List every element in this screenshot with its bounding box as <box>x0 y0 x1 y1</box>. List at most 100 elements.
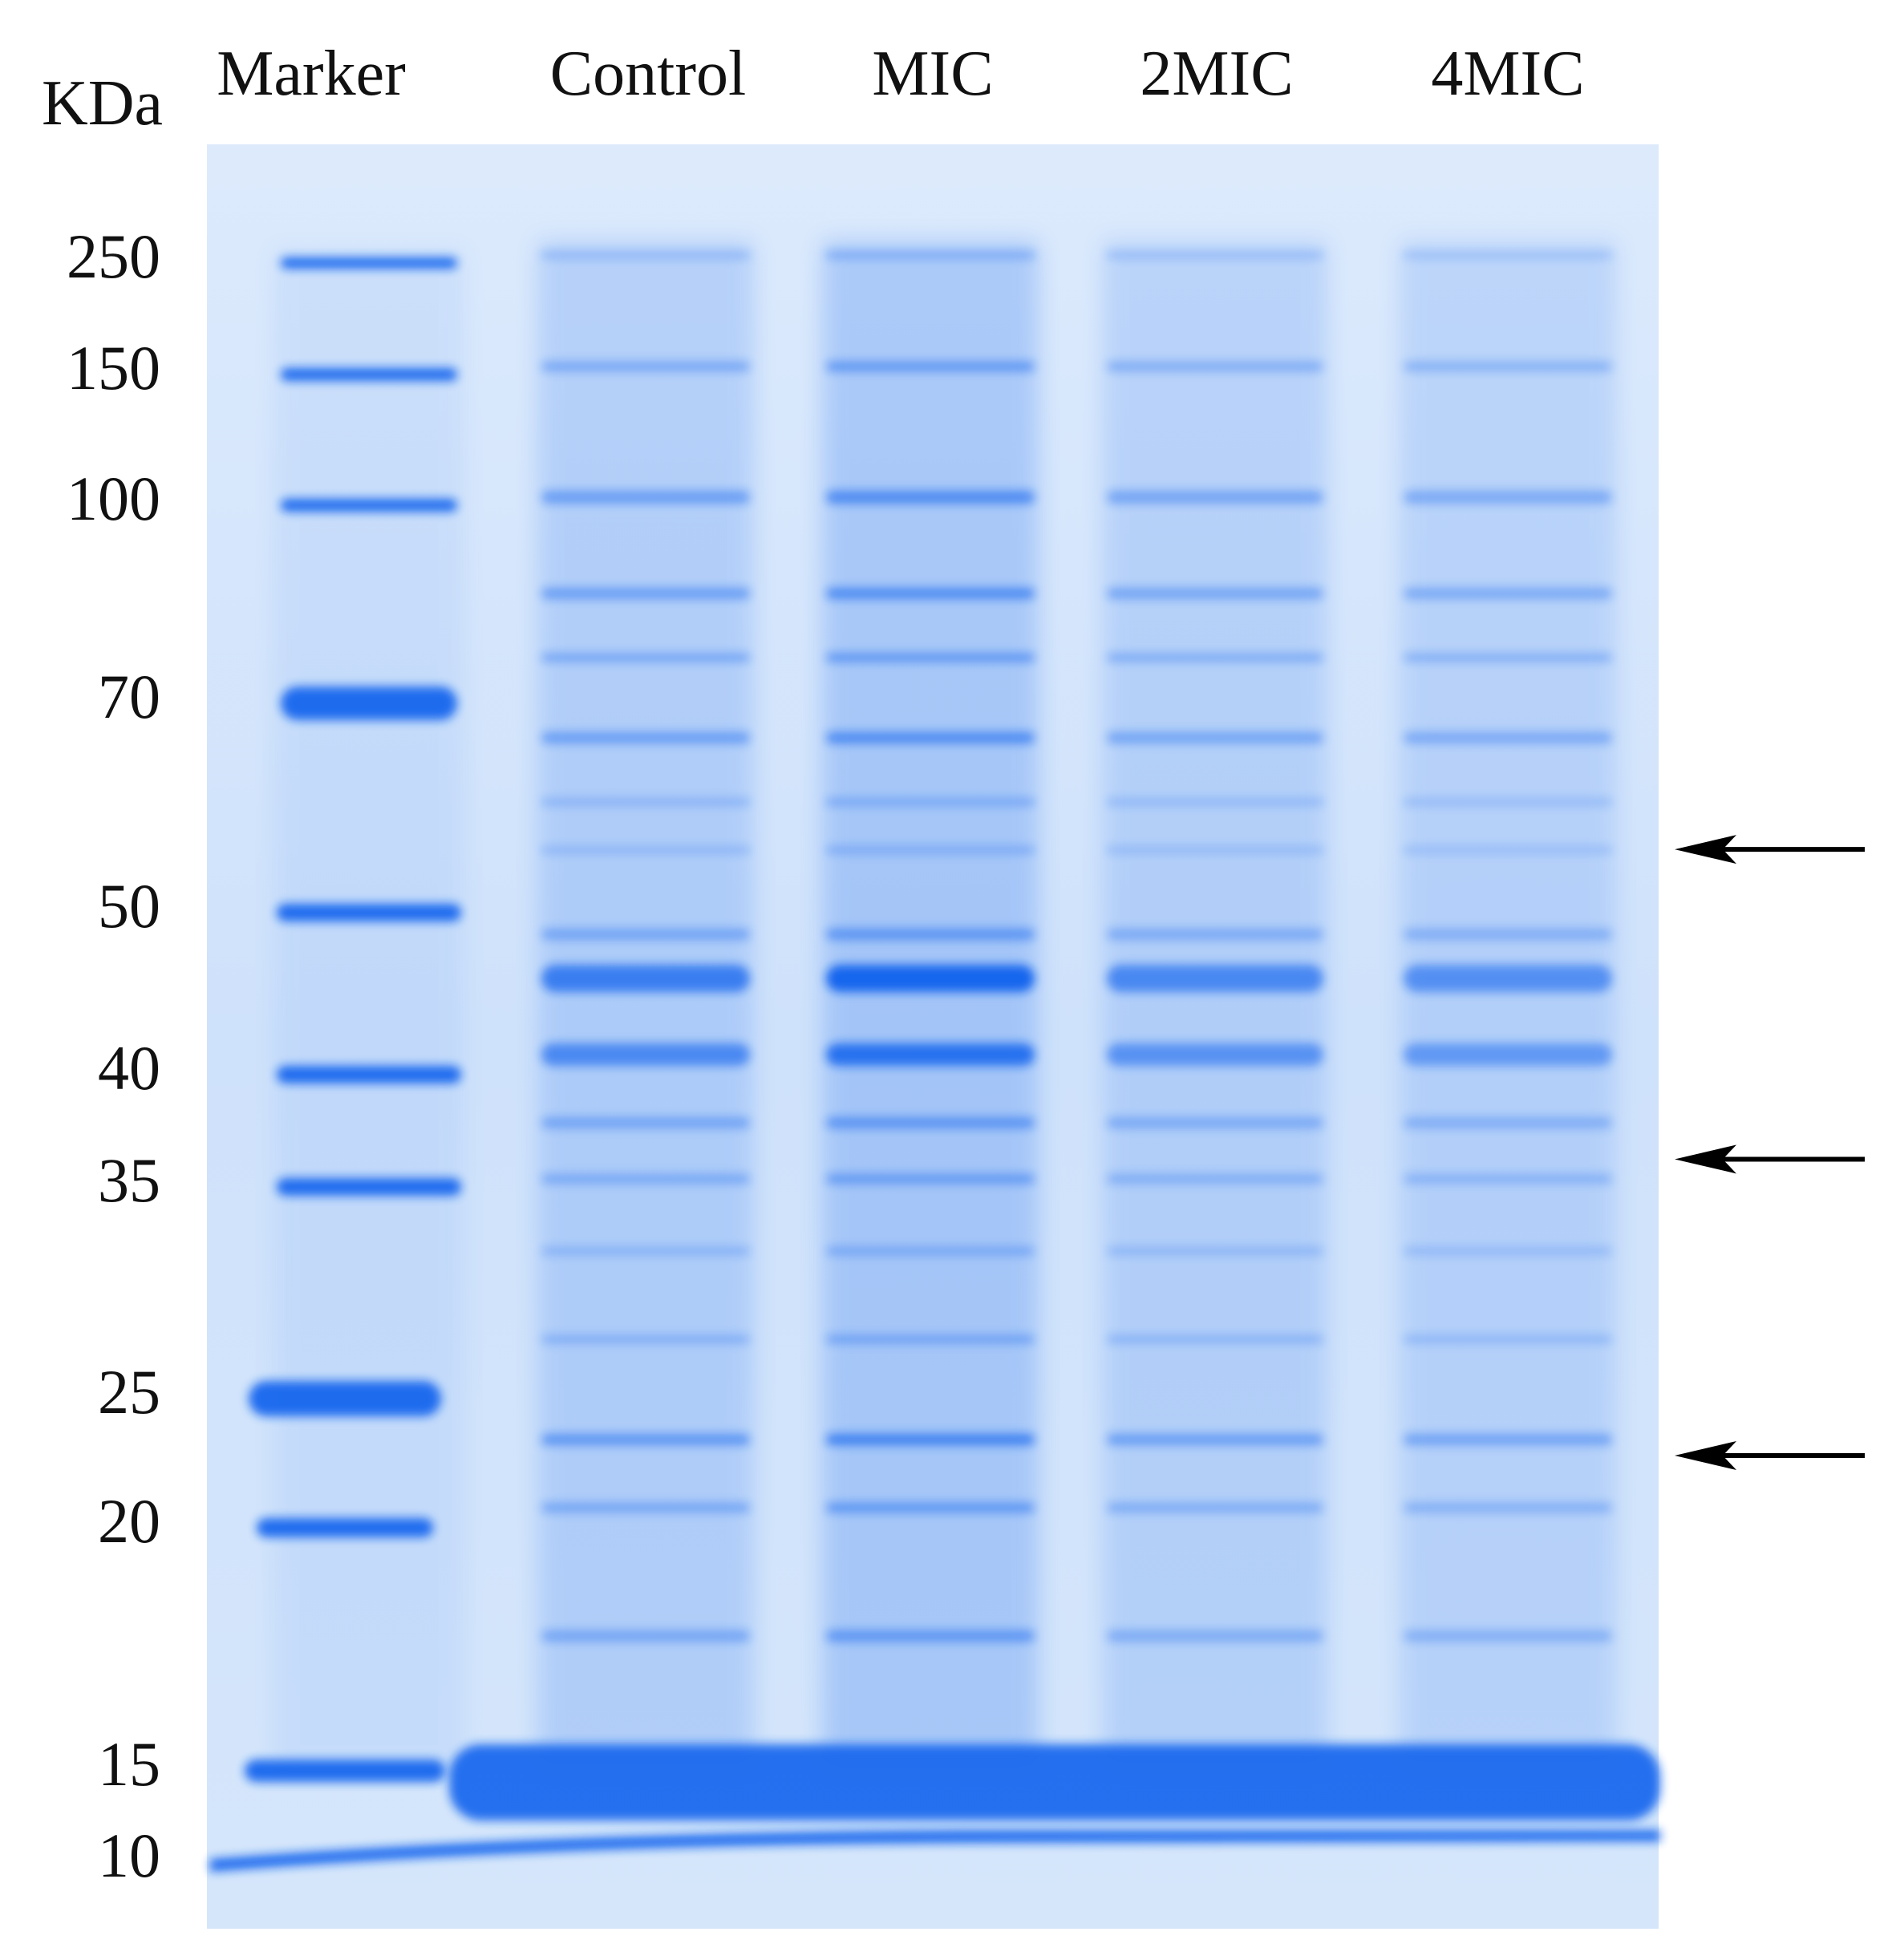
lane-label-mic: MIC <box>872 38 993 109</box>
marker-band <box>281 257 457 269</box>
marker-size-label: 70 <box>98 662 160 731</box>
sample-band <box>1404 654 1612 662</box>
sample-band <box>541 654 750 662</box>
sample-band <box>541 799 750 805</box>
marker-size-labels: 250 150 100 70 50 40 35 25 20 15 10 <box>67 221 160 1890</box>
sample-band <box>541 1434 750 1445</box>
marker-size-label: 35 <box>98 1145 160 1215</box>
marker-band <box>257 1518 433 1537</box>
arrow-icon <box>1675 835 1865 865</box>
lane-label-2mic: 2MIC <box>1140 38 1293 109</box>
sample-band <box>1404 799 1612 805</box>
sample-band <box>826 362 1035 371</box>
sample-band <box>1404 1503 1612 1513</box>
sample-band <box>1107 1434 1323 1445</box>
lane-label-marker: Marker <box>217 38 405 109</box>
sample-band <box>1107 1117 1323 1128</box>
lane-headers: Marker Control MIC 2MIC 4MIC <box>217 38 1584 109</box>
sample-band <box>826 732 1035 743</box>
marker-band <box>245 1760 445 1782</box>
sample-band <box>1404 847 1612 853</box>
marker-size-label: 50 <box>98 871 160 941</box>
sample-band <box>826 654 1035 662</box>
sample-band <box>1107 1043 1323 1066</box>
marker-band <box>277 1066 461 1083</box>
lane-label-control: Control <box>550 38 746 109</box>
low-mw-band <box>449 1744 1660 1820</box>
marker-size-label: 250 <box>67 221 160 291</box>
sample-band <box>1404 1043 1612 1066</box>
sample-band <box>1404 1630 1612 1642</box>
marker-band <box>281 368 457 381</box>
lane-smear <box>822 241 1039 1764</box>
sample-band <box>1404 929 1612 940</box>
sample-band <box>826 1043 1035 1066</box>
marker-band <box>281 499 457 512</box>
dye-front <box>210 1830 1660 1872</box>
sample-band <box>826 491 1035 504</box>
sample-band <box>1107 1630 1323 1642</box>
unit-label: KDa <box>42 68 163 139</box>
sample-band <box>541 1174 750 1184</box>
sample-band <box>541 1117 750 1128</box>
sample-band <box>541 1503 750 1513</box>
sample-band <box>1404 732 1612 743</box>
sample-band <box>1404 1335 1612 1343</box>
sample-band <box>1107 965 1323 992</box>
sample-band <box>1404 1117 1612 1128</box>
sample-band <box>826 929 1035 940</box>
sample-band <box>826 588 1035 599</box>
marker-band <box>277 904 461 921</box>
sample-band <box>1404 588 1612 599</box>
sample-band <box>1107 252 1323 258</box>
sample-band <box>1107 929 1323 940</box>
lane-smear <box>537 241 754 1764</box>
marker-size-label: 40 <box>98 1033 160 1103</box>
sample-band <box>826 1434 1035 1445</box>
sample-band <box>541 847 750 853</box>
marker-band <box>281 686 457 720</box>
sample-band <box>541 1335 750 1343</box>
marker-band <box>249 1381 441 1416</box>
band-arrows <box>1675 835 1865 1471</box>
sample-band <box>1404 491 1612 504</box>
lane-smear <box>1400 241 1616 1764</box>
marker-size-label: 25 <box>98 1357 160 1427</box>
sample-band <box>541 588 750 599</box>
sample-band <box>1404 1174 1612 1184</box>
lane-bands <box>245 252 1612 1782</box>
marker-size-label: 15 <box>98 1729 160 1799</box>
sample-band <box>826 965 1035 992</box>
marker-size-label: 20 <box>98 1486 160 1556</box>
sample-band <box>1107 847 1323 853</box>
sample-band <box>541 491 750 504</box>
sample-band <box>1107 732 1323 743</box>
sample-band <box>541 965 750 992</box>
sample-band <box>541 252 750 258</box>
sample-band <box>1107 654 1323 662</box>
marker-size-label: 100 <box>67 464 160 533</box>
sample-band <box>1107 1335 1323 1343</box>
sample-band <box>1107 1503 1323 1513</box>
sample-band <box>826 799 1035 805</box>
sample-band <box>826 1247 1035 1255</box>
marker-band <box>277 1178 461 1196</box>
lane-label-4mic: 4MIC <box>1431 38 1584 109</box>
sample-band <box>1404 965 1612 992</box>
sample-band <box>1404 252 1612 258</box>
marker-size-label: 150 <box>67 333 160 403</box>
sample-band <box>541 1043 750 1066</box>
sample-band <box>826 1630 1035 1642</box>
arrow-icon <box>1675 1144 1865 1174</box>
sample-band <box>1107 1247 1323 1255</box>
sample-band <box>826 847 1035 853</box>
sample-band <box>826 252 1035 258</box>
sample-band <box>1107 1174 1323 1184</box>
sample-band <box>826 1117 1035 1128</box>
sample-band <box>1404 1434 1612 1445</box>
sample-band <box>1404 1247 1612 1255</box>
sample-band <box>541 732 750 743</box>
sample-band <box>826 1503 1035 1513</box>
lane-smear <box>1103 241 1327 1764</box>
